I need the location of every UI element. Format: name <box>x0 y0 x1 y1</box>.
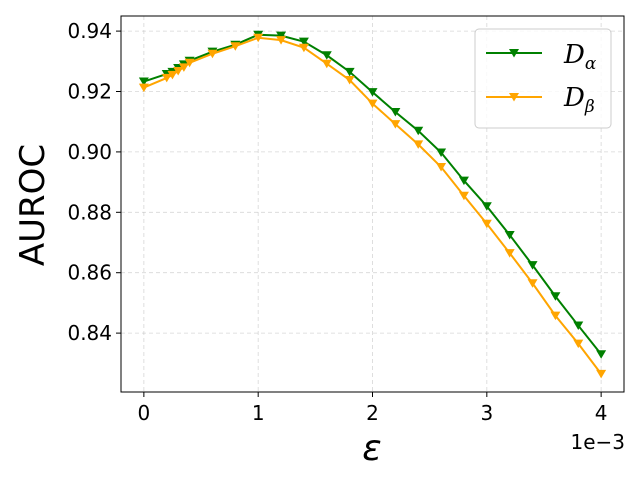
legend-label-1-sub: β <box>584 97 595 117</box>
legend-entry-0: Dα <box>486 40 597 74</box>
series-1-point <box>230 42 241 51</box>
series-1-point <box>458 191 469 201</box>
y-axis-label: AUROC <box>13 144 53 266</box>
series-layer <box>138 30 607 379</box>
legend-label-0-main: D <box>563 40 585 70</box>
series-1-point <box>413 140 424 149</box>
legend-marker-1 <box>509 93 519 102</box>
x-axis-label: ε <box>362 428 381 469</box>
series-0-point <box>436 148 447 158</box>
series-1-point <box>298 43 309 53</box>
series-0-point <box>573 321 584 331</box>
series-1-point <box>138 83 149 93</box>
series-0-point <box>550 292 561 301</box>
series-1-point <box>178 63 189 72</box>
series-1-point <box>573 339 584 349</box>
series-1-point <box>527 279 538 288</box>
series-0-point <box>504 230 515 240</box>
series-0-point <box>138 77 149 87</box>
legend-label-1-main: D <box>563 83 585 113</box>
series-1-point <box>253 33 264 43</box>
series-1-point <box>321 59 332 69</box>
series-0-point <box>321 51 332 60</box>
y-tick-label: 0.94 <box>67 19 112 43</box>
series-1-point <box>504 249 515 258</box>
series-0-point <box>390 108 401 117</box>
x-axis-offset-label: 1e−3 <box>570 430 625 454</box>
legend-label-0-sub: α <box>585 54 597 74</box>
series-0-point <box>458 176 469 186</box>
x-tick-label: 4 <box>595 401 608 425</box>
series-0-point <box>276 31 287 41</box>
legend-marker-0 <box>509 49 519 58</box>
series-0-point <box>413 126 424 136</box>
series-1 <box>138 33 607 379</box>
legend-entry-1: Dβ <box>486 83 595 117</box>
series-1-point <box>161 73 172 83</box>
legend-label-0: Dα <box>563 40 597 74</box>
y-tick-label: 0.90 <box>67 140 112 164</box>
y-tick-label: 0.84 <box>67 321 112 345</box>
series-0-point <box>344 67 355 77</box>
series-1-point <box>481 219 492 229</box>
y-tick-label: 0.88 <box>67 200 112 224</box>
series-0-point <box>596 350 607 359</box>
series-0-point <box>298 37 309 47</box>
series-0-point <box>527 261 538 270</box>
series-1-point <box>596 369 607 379</box>
series-0-point <box>367 88 378 97</box>
series-1-point <box>173 66 184 76</box>
axes: 0 1 2 3 4 0.84 0.86 0.88 0.90 0.92 0.94 <box>67 19 607 425</box>
series-1-point <box>436 163 447 172</box>
x-tick-label: 1 <box>252 401 265 425</box>
y-tick-label: 0.92 <box>67 80 112 104</box>
y-tick-label: 0.86 <box>67 261 112 285</box>
x-tick-label: 2 <box>366 401 379 425</box>
series-1-point <box>276 36 287 45</box>
series-1-point <box>207 49 218 59</box>
legend-label-1: Dβ <box>563 83 595 117</box>
x-tick-label: 0 <box>137 401 150 425</box>
x-tick-label: 3 <box>480 401 493 425</box>
series-1-point <box>390 120 401 129</box>
series-1-point <box>184 58 195 68</box>
series-1-point <box>344 76 355 85</box>
series-1-point <box>550 311 561 321</box>
series-0-point <box>481 202 492 211</box>
series-1-point <box>367 99 378 109</box>
series-1-point <box>167 70 178 80</box>
legend: Dα Dβ <box>474 28 612 129</box>
